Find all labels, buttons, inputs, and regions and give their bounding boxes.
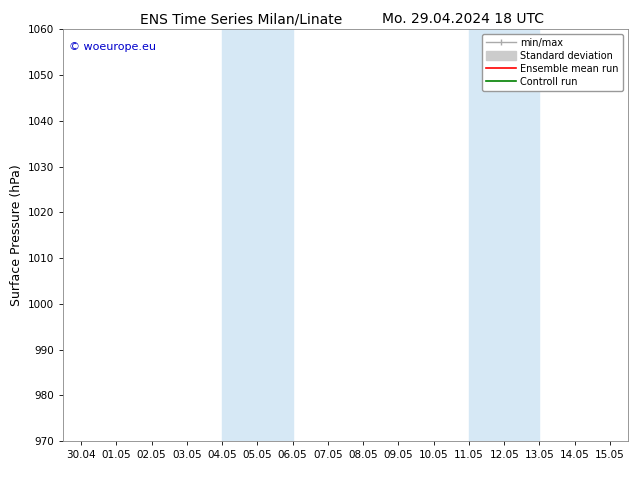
Bar bbox=[222, 29, 293, 441]
Bar bbox=[469, 29, 540, 441]
Text: Mo. 29.04.2024 18 UTC: Mo. 29.04.2024 18 UTC bbox=[382, 12, 544, 26]
Legend: min/max, Standard deviation, Ensemble mean run, Controll run: min/max, Standard deviation, Ensemble me… bbox=[482, 34, 623, 91]
Text: © woeurope.eu: © woeurope.eu bbox=[69, 42, 156, 52]
Y-axis label: Surface Pressure (hPa): Surface Pressure (hPa) bbox=[10, 164, 23, 306]
Text: ENS Time Series Milan/Linate: ENS Time Series Milan/Linate bbox=[139, 12, 342, 26]
